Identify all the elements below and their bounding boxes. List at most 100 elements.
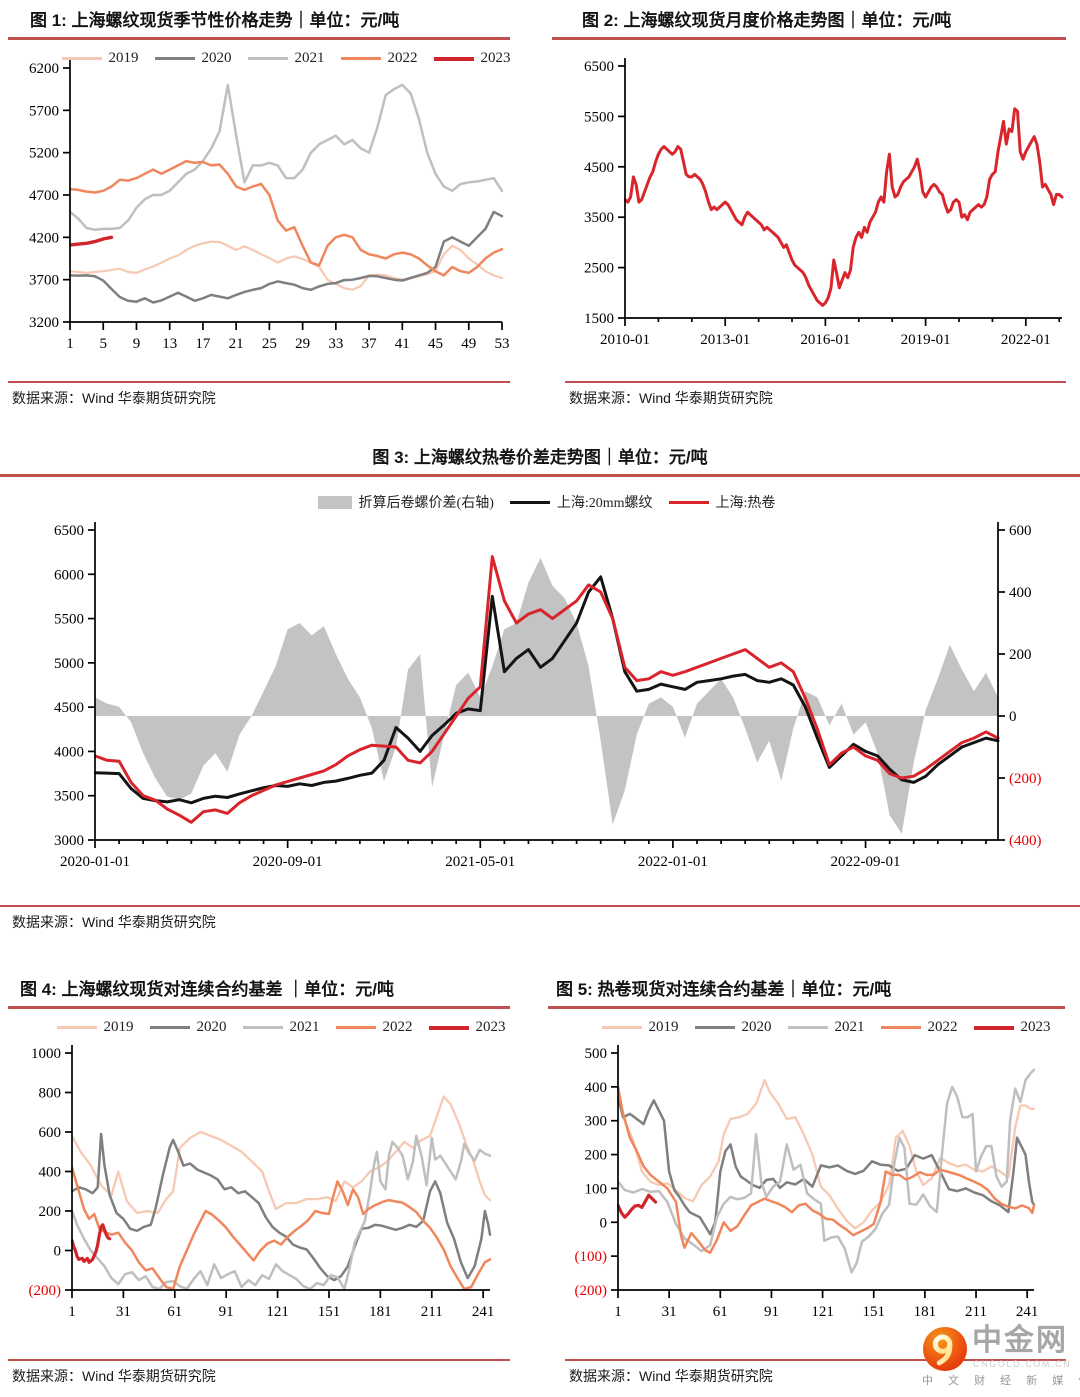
- tick-label: 200: [585, 1148, 608, 1164]
- legend-swatch-icon: [509, 500, 550, 504]
- data-source-note: 数据来源：Wind 华泰期货研究院: [12, 390, 216, 406]
- tick-label: 121: [811, 1304, 834, 1320]
- legend-item-2019: 2019: [61, 50, 139, 67]
- tick-label: 241: [1016, 1304, 1039, 1320]
- legend-swatch-icon: [242, 1026, 283, 1029]
- tick-label: 49: [461, 336, 476, 352]
- figure-3-legend: 折算后卷螺价差(右轴) 上海:20mm螺纹 上海:热卷: [95, 492, 998, 512]
- legend-label: 2021: [289, 1019, 320, 1035]
- data-source-note: 数据来源：Wind 华泰期货研究院: [569, 390, 773, 406]
- plot-area: [624, 107, 1064, 307]
- legend-label: 2022: [387, 50, 418, 66]
- legend-item-2021: 2021: [247, 50, 325, 67]
- tick-label: 5500: [584, 109, 614, 125]
- divider: [0, 905, 1080, 907]
- tick-label: 2022-01: [1001, 332, 1051, 348]
- cngold-logo-text: 中金网: [972, 1324, 1068, 1357]
- legend-item-上海:热卷: 上海:热卷: [668, 492, 776, 512]
- tick-label: 2020-01-01: [60, 854, 130, 870]
- tick-label: 61: [713, 1304, 728, 1320]
- figure-1-title: 图 1: 上海螺纹现货季节性价格走势｜单位：元/吨: [8, 6, 510, 40]
- axes: [618, 58, 1062, 326]
- legend-label: 上海:热卷: [715, 496, 776, 511]
- divider: [8, 1359, 510, 1361]
- tick-label: (200): [29, 1283, 62, 1299]
- series-2023: [617, 1193, 658, 1219]
- tick-label: 0: [600, 1215, 608, 1231]
- data-source-note: 数据来源：Wind 华泰期货研究院: [569, 1368, 773, 1384]
- tick-label: 37: [362, 336, 378, 352]
- tick-label: 300: [585, 1114, 608, 1130]
- plot-area: [617, 1068, 1036, 1274]
- legend-item-2020: 2020: [694, 1019, 772, 1036]
- figure-1-chart: 3200 3700 4200 4700 5200 5700 6200 1 5 9 13 17 21 25 2…: [29, 60, 510, 352]
- series-2019: [71, 1095, 492, 1215]
- series-上海:热卷: [94, 555, 1000, 824]
- legend-swatch-icon: [668, 500, 709, 504]
- tick-label: 31: [116, 1304, 131, 1320]
- series-上海螺纹现货月度价格: [624, 107, 1064, 307]
- tick-label: 400: [585, 1080, 608, 1096]
- legend-label: 2023: [1020, 1019, 1051, 1035]
- legend-swatch-icon: [154, 57, 195, 60]
- tick-label: 91: [219, 1304, 234, 1320]
- legend-swatch-icon: [601, 1026, 642, 1029]
- legend-item-2022: 2022: [340, 50, 418, 67]
- series-折算后卷螺价差(右轴): [95, 557, 998, 834]
- tick-label: (100): [575, 1249, 608, 1265]
- axes: [63, 60, 503, 330]
- tick-label: 5500: [54, 612, 84, 628]
- tick-label: 45: [428, 336, 443, 352]
- legend-swatch-icon: [149, 1026, 190, 1029]
- legend-item-2021: 2021: [242, 1019, 320, 1036]
- tick-label: 211: [421, 1304, 443, 1320]
- tick-label: 2022-01-01: [638, 854, 708, 870]
- figure-4-legend: 2019 2020 2021 2022 2023: [56, 1019, 506, 1036]
- tick-label: 200: [39, 1204, 62, 1220]
- figure-5-legend: 2019 2020 2021 2022 2023: [601, 1019, 1051, 1036]
- tick-label: 800: [39, 1086, 62, 1102]
- tick-label: 29: [295, 336, 310, 352]
- legend-label: 2023: [480, 50, 511, 66]
- cngold-logo: 中金网 CNGOLD.COM.CN 中 文 财 经 新 媒 体: [896, 1320, 1080, 1394]
- tick-label: 41: [395, 336, 410, 352]
- figure-3-title: 图 3: 上海螺纹热卷价差走势图｜单位：元/吨: [0, 443, 1080, 477]
- tick-label: 211: [965, 1304, 987, 1320]
- tick-label: 2500: [584, 261, 614, 277]
- tick-label: 2019-01: [901, 332, 951, 348]
- tick-label: 151: [318, 1304, 341, 1320]
- figure-4-title: 图 4: 上海螺纹现货对连续合约基差 ｜单位：元/吨: [8, 975, 510, 1009]
- plot-area: [71, 1095, 492, 1291]
- legend-item-上海:20mm螺纹: 上海:20mm螺纹: [509, 492, 653, 512]
- legend-swatch-icon: [787, 1026, 828, 1029]
- cngold-tagline: 中 文 财 经 新 媒 体: [922, 1375, 1080, 1387]
- axes: [611, 1045, 1034, 1298]
- figure-5-title: 图 5: 热卷现货对连续合约基差｜单位：元/吨: [548, 975, 1065, 1009]
- tick-label: 91: [764, 1304, 779, 1320]
- tick-label: 1000: [31, 1046, 61, 1062]
- tick-label: 3700: [29, 273, 59, 289]
- tick-label: 33: [328, 336, 343, 352]
- series-2020: [69, 210, 504, 304]
- legend-item-2021: 2021: [787, 1019, 865, 1036]
- tick-label: 5: [99, 336, 107, 352]
- tick-label: 6200: [29, 61, 59, 77]
- legend-swatch-icon: [317, 495, 352, 509]
- tick-label: 2022-09-01: [831, 854, 901, 870]
- figure-1-legend: 2019 2020 2021 2022 2023: [61, 50, 511, 67]
- tick-label: 200: [1009, 647, 1032, 663]
- data-source-note: 数据来源：Wind 华泰期货研究院: [12, 1368, 216, 1384]
- legend-item-2023: 2023: [428, 1019, 506, 1036]
- tick-label: 0: [1009, 709, 1017, 725]
- figure-4-chart: (200) 0 200 400 600 800 1000 1 31 61 91 121 151 181 21…: [29, 1045, 494, 1320]
- legend-swatch-icon: [433, 56, 474, 61]
- legend-item-2020: 2020: [154, 50, 232, 67]
- figure-2-chart: 1500 2500 3500 4500 5500 6500 2010-01 2013-01 20…: [584, 58, 1064, 348]
- tick-label: 4000: [54, 744, 84, 760]
- legend-swatch-icon: [428, 1025, 469, 1030]
- tick-label: 1500: [584, 311, 614, 327]
- legend-item-2022: 2022: [880, 1019, 958, 1036]
- tick-label: 3200: [29, 315, 59, 331]
- tick-label: 3500: [54, 789, 84, 805]
